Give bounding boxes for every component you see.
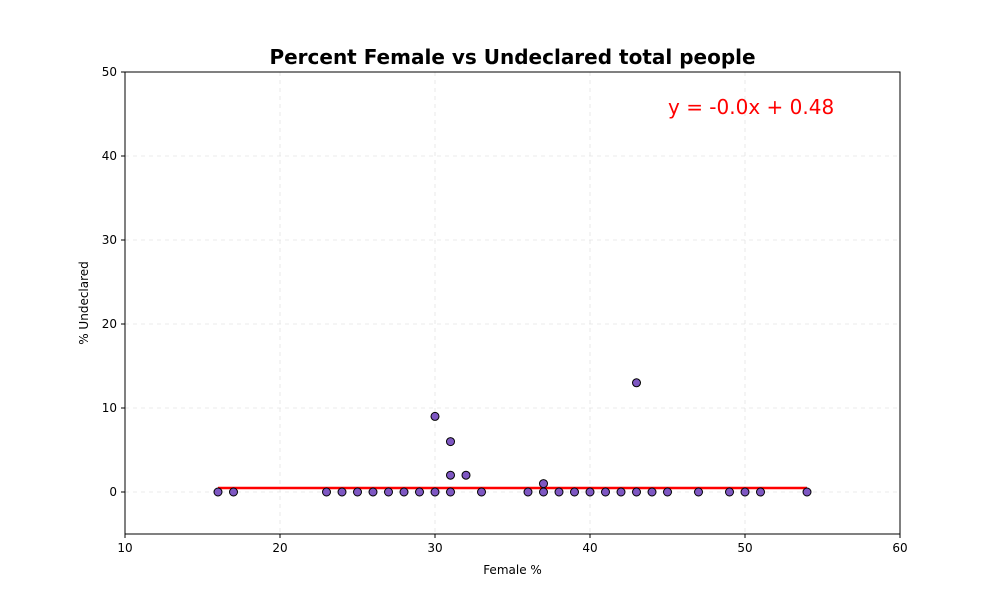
data-point	[616, 487, 626, 497]
data-point	[229, 487, 238, 497]
data-point	[446, 470, 455, 480]
x-axis-label: Female %	[483, 563, 542, 577]
data-point	[725, 487, 734, 497]
data-point	[663, 487, 672, 497]
regression-equation: y = -0.0x + 0.48	[668, 95, 834, 119]
data-point	[632, 487, 641, 497]
data-point	[756, 487, 765, 497]
data-point	[368, 487, 378, 497]
data-point	[430, 487, 440, 497]
data-point	[446, 437, 455, 447]
data-point	[570, 487, 579, 497]
x-tick-label: 50	[737, 541, 752, 555]
x-tick-label: 20	[272, 541, 287, 555]
x-tick-label: 60	[892, 541, 907, 555]
data-point	[213, 487, 223, 497]
data-points	[213, 378, 812, 497]
data-point	[802, 487, 812, 497]
data-point	[585, 487, 595, 497]
data-point	[477, 487, 486, 497]
data-point	[601, 487, 610, 497]
grid-lines	[124, 71, 901, 534]
data-point	[523, 487, 533, 497]
data-point	[647, 487, 657, 497]
data-point	[322, 487, 331, 497]
x-axis-ticks: 10 20 30 40 50 60	[117, 534, 908, 555]
y-tick-label: 20	[102, 317, 117, 331]
y-tick-label: 10	[102, 401, 117, 415]
data-point	[539, 487, 548, 497]
y-tick-label: 50	[102, 65, 117, 79]
x-tick-label: 10	[117, 541, 132, 555]
data-point	[337, 487, 347, 497]
data-point	[632, 378, 641, 388]
y-tick-label: 30	[102, 233, 117, 247]
data-point	[446, 487, 455, 497]
y-axis-ticks: 0 10 20 30 40 50	[102, 65, 125, 499]
data-point	[539, 479, 548, 489]
data-point	[384, 487, 393, 497]
x-tick-label: 30	[427, 541, 442, 555]
x-tick-label: 40	[582, 541, 597, 555]
data-point	[399, 487, 409, 497]
plot-frame	[124, 71, 901, 535]
data-point	[694, 487, 703, 497]
data-point	[430, 411, 440, 421]
y-tick-label: 0	[109, 485, 117, 499]
y-axis-label: % Undeclared	[77, 261, 91, 345]
data-point	[353, 487, 362, 497]
data-point	[554, 487, 564, 497]
data-point	[740, 487, 750, 497]
data-point	[415, 487, 424, 497]
chart-title: Percent Female vs Undeclared total peopl…	[269, 45, 755, 69]
y-tick-label: 40	[102, 149, 117, 163]
data-point	[461, 470, 471, 480]
